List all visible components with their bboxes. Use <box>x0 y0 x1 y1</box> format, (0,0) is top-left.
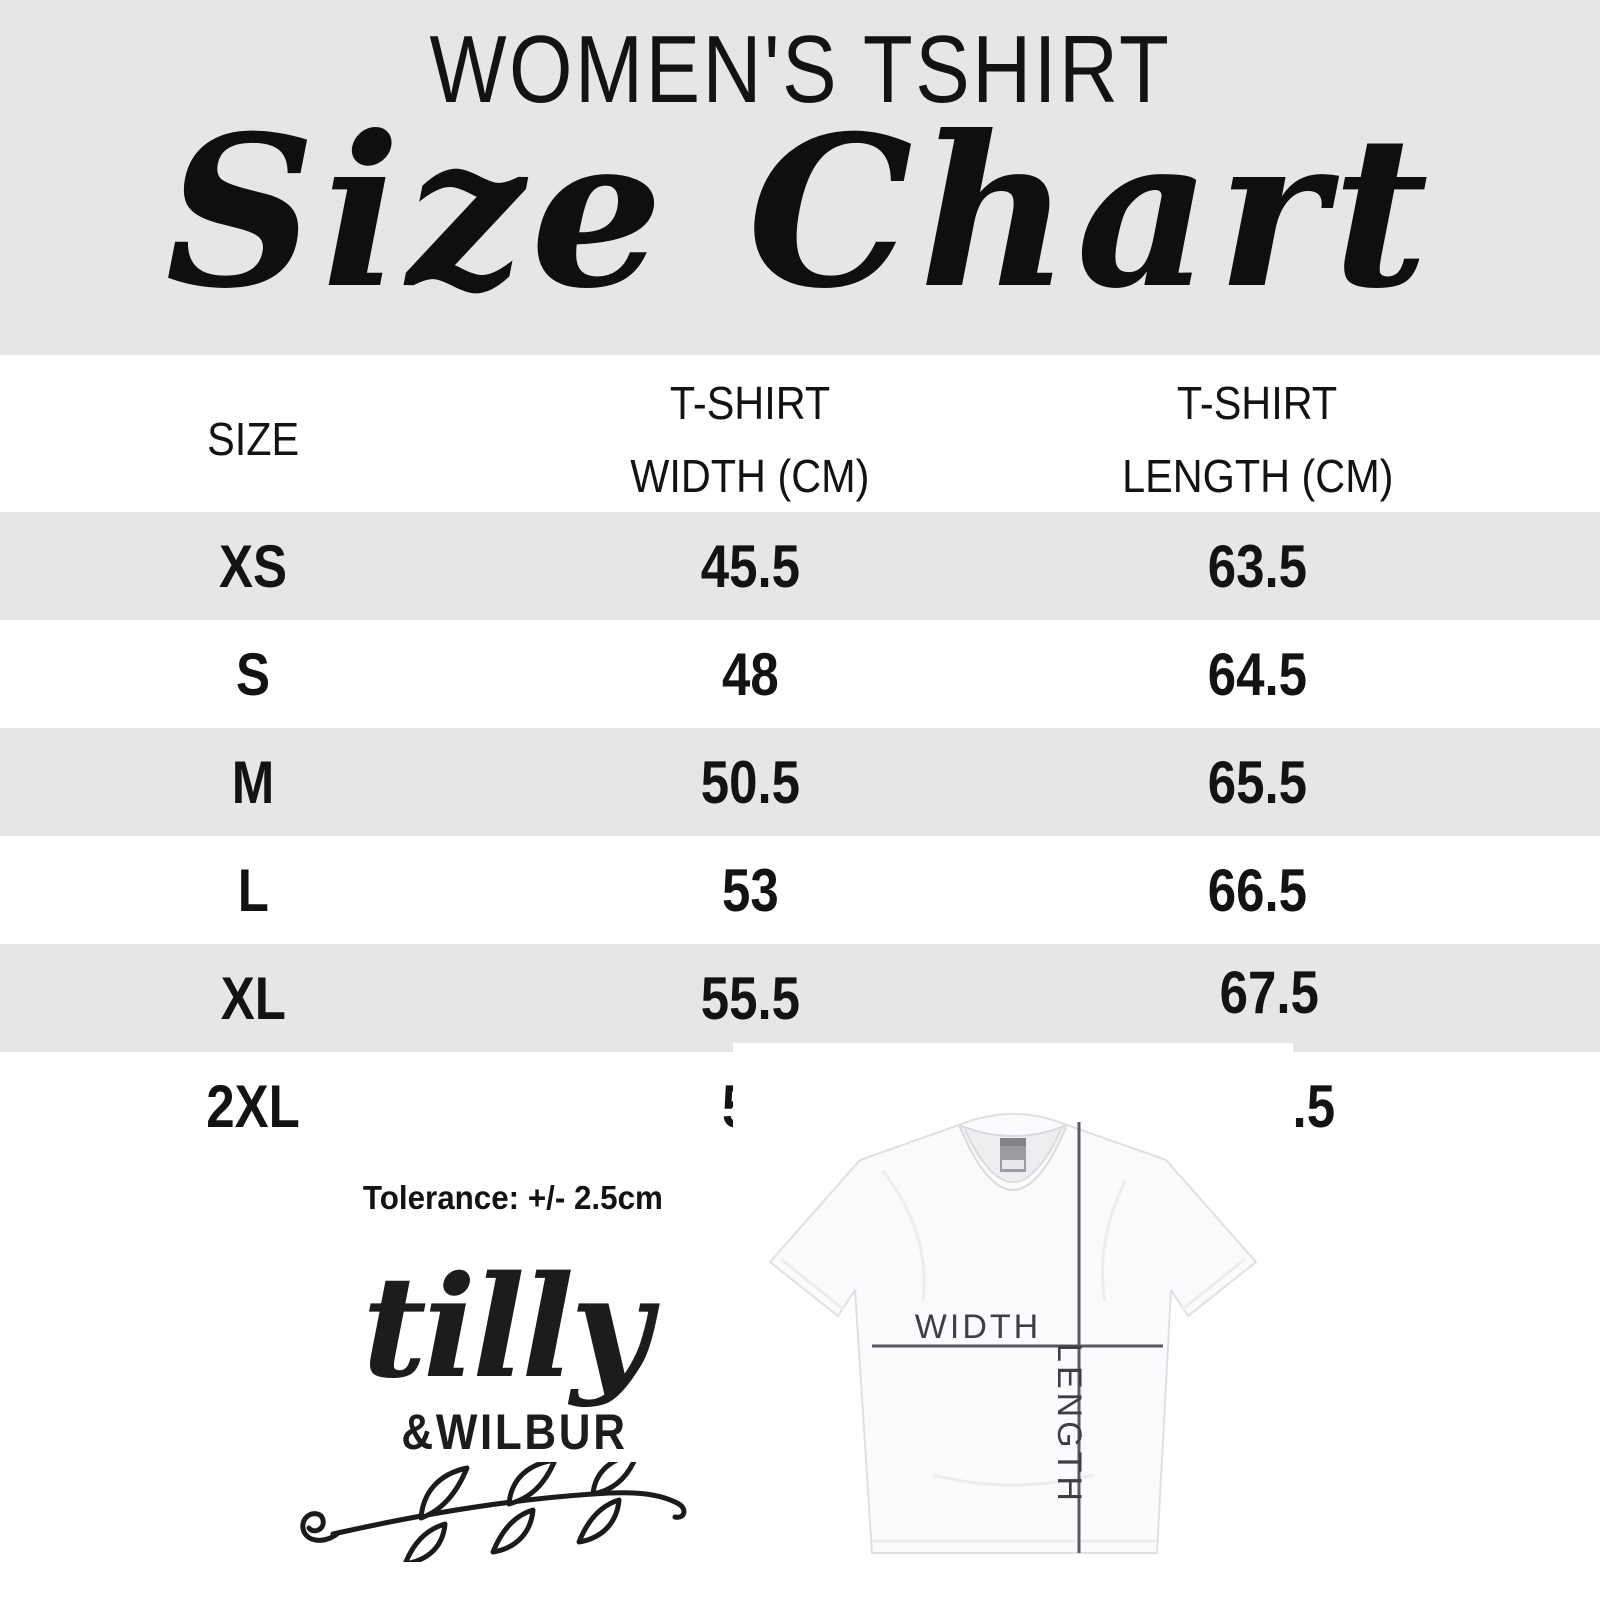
table-row: XL 55.5 67.5 <box>0 944 1600 1052</box>
width-cell: 48 <box>721 640 779 708</box>
brand-logo-script: tilly <box>362 1246 652 1410</box>
size-cell: S <box>235 640 271 708</box>
table-header-row: SIZE T-SHIRT WIDTH (CM) T-SHIRT LENGTH (… <box>0 355 1600 512</box>
laurel-branch-graphic <box>293 1451 697 1567</box>
page-eyebrow: WOMEN'S TSHIRT <box>0 20 1600 120</box>
length-cell: 66.5 <box>1207 856 1308 924</box>
length-cell: 63.5 <box>1207 532 1308 600</box>
size-cell: XL <box>220 964 286 1032</box>
length-cell: 67.5 <box>1219 958 1320 1026</box>
width-label: WIDTH <box>915 1308 1041 1346</box>
table-row: XS 45.5 63.5 <box>0 512 1600 620</box>
length-cell: 65.5 <box>1207 748 1308 816</box>
page-eyebrow-text: WOMEN'S TSHIRT <box>429 16 1171 123</box>
width-cell: 55.5 <box>700 964 800 1032</box>
hero-banner: WOMEN'S TSHIRT Size Chart <box>0 0 1600 355</box>
tolerance-note: Tolerance: +/- 2.5cm <box>363 1179 663 1216</box>
width-cell: 45.5 <box>700 532 800 600</box>
width-cell: 53 <box>721 856 779 924</box>
table-row: M 50.5 65.5 <box>0 728 1600 836</box>
column-header-size: SIZE <box>206 413 300 465</box>
table-row: L 53 66.5 <box>0 836 1600 944</box>
column-header-width: T-SHIRT WIDTH (CM) <box>630 376 870 502</box>
brand-logo-caps: &WILBUR <box>401 1404 629 1460</box>
length-cell: 64.5 <box>1207 640 1308 708</box>
size-cell: 2XL <box>206 1072 300 1140</box>
table-row: S 48 64.5 <box>0 620 1600 728</box>
width-cell: 50.5 <box>700 748 800 816</box>
page-title: Size Chart <box>165 91 1435 335</box>
tshirt-measure-photo: WIDTH LENGTH <box>733 1043 1293 1600</box>
column-header-length: T-SHIRT LENGTH (CM) <box>1121 376 1394 502</box>
size-cell: M <box>231 748 275 816</box>
neck-tag-icon <box>1000 1138 1026 1172</box>
size-cell: L <box>237 856 269 924</box>
size-cell: XS <box>218 532 288 600</box>
length-label: LENGTH <box>1050 1343 1088 1505</box>
